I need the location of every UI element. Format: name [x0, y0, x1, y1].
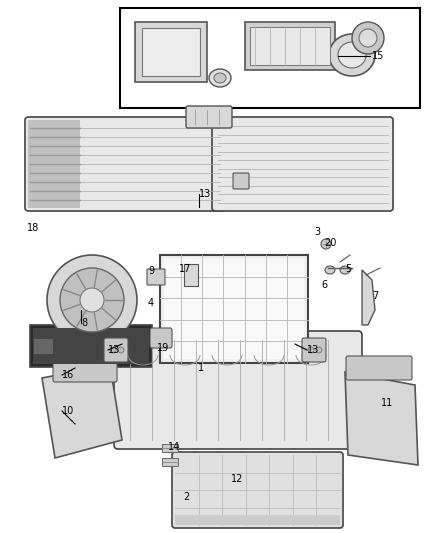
Bar	[162, 458, 178, 466]
Text: 18: 18	[27, 223, 39, 233]
Circle shape	[60, 268, 124, 332]
Circle shape	[80, 288, 104, 312]
Bar	[34, 339, 52, 353]
Ellipse shape	[329, 34, 375, 76]
Text: 5: 5	[345, 264, 351, 274]
Bar	[160, 255, 308, 363]
FancyBboxPatch shape	[233, 173, 249, 189]
Bar	[135, 22, 207, 82]
Text: 19: 19	[157, 343, 169, 353]
Circle shape	[316, 347, 322, 353]
FancyBboxPatch shape	[53, 358, 117, 382]
FancyBboxPatch shape	[172, 452, 343, 528]
Bar	[184, 264, 198, 286]
Polygon shape	[345, 372, 418, 465]
Circle shape	[321, 239, 331, 249]
Text: 14: 14	[168, 442, 180, 452]
FancyBboxPatch shape	[186, 106, 232, 128]
Circle shape	[110, 347, 116, 353]
Text: 2: 2	[183, 492, 189, 502]
Text: 11: 11	[381, 398, 393, 408]
Circle shape	[47, 255, 137, 345]
Bar	[65, 338, 119, 356]
Text: 8: 8	[81, 318, 87, 328]
Text: 16: 16	[62, 370, 74, 380]
FancyBboxPatch shape	[150, 328, 172, 348]
Text: 10: 10	[62, 406, 74, 416]
Ellipse shape	[214, 73, 226, 83]
Circle shape	[359, 29, 377, 47]
FancyBboxPatch shape	[25, 117, 226, 211]
Ellipse shape	[209, 69, 231, 87]
Text: 13: 13	[108, 345, 120, 355]
Text: 13: 13	[307, 345, 319, 355]
Text: 12: 12	[231, 474, 244, 484]
Bar	[164, 259, 304, 359]
FancyBboxPatch shape	[114, 331, 362, 449]
Polygon shape	[362, 270, 375, 325]
Circle shape	[308, 347, 314, 353]
Circle shape	[352, 22, 384, 54]
Bar	[33, 328, 149, 364]
Text: 13: 13	[199, 189, 211, 199]
Circle shape	[118, 347, 124, 353]
FancyBboxPatch shape	[104, 338, 128, 362]
Text: 4: 4	[148, 298, 154, 308]
Bar	[250, 27, 330, 65]
Bar	[28, 120, 80, 208]
FancyBboxPatch shape	[346, 356, 412, 380]
Text: 15: 15	[372, 51, 385, 61]
Ellipse shape	[325, 266, 335, 274]
Text: 17: 17	[179, 264, 191, 274]
Text: 1: 1	[198, 363, 204, 373]
Bar	[175, 515, 340, 525]
Bar	[142, 28, 200, 76]
Bar	[162, 444, 178, 452]
Bar	[245, 22, 335, 70]
FancyBboxPatch shape	[212, 117, 393, 211]
FancyBboxPatch shape	[147, 269, 165, 285]
Polygon shape	[42, 365, 122, 458]
Ellipse shape	[340, 266, 350, 274]
Text: 7: 7	[372, 291, 378, 301]
FancyBboxPatch shape	[302, 338, 326, 362]
Bar	[120, 8, 420, 108]
Ellipse shape	[338, 42, 366, 68]
Text: 9: 9	[148, 266, 154, 276]
Text: 6: 6	[321, 280, 327, 290]
Text: 3: 3	[314, 227, 320, 237]
Bar	[30, 325, 152, 367]
Text: 20: 20	[324, 238, 336, 248]
